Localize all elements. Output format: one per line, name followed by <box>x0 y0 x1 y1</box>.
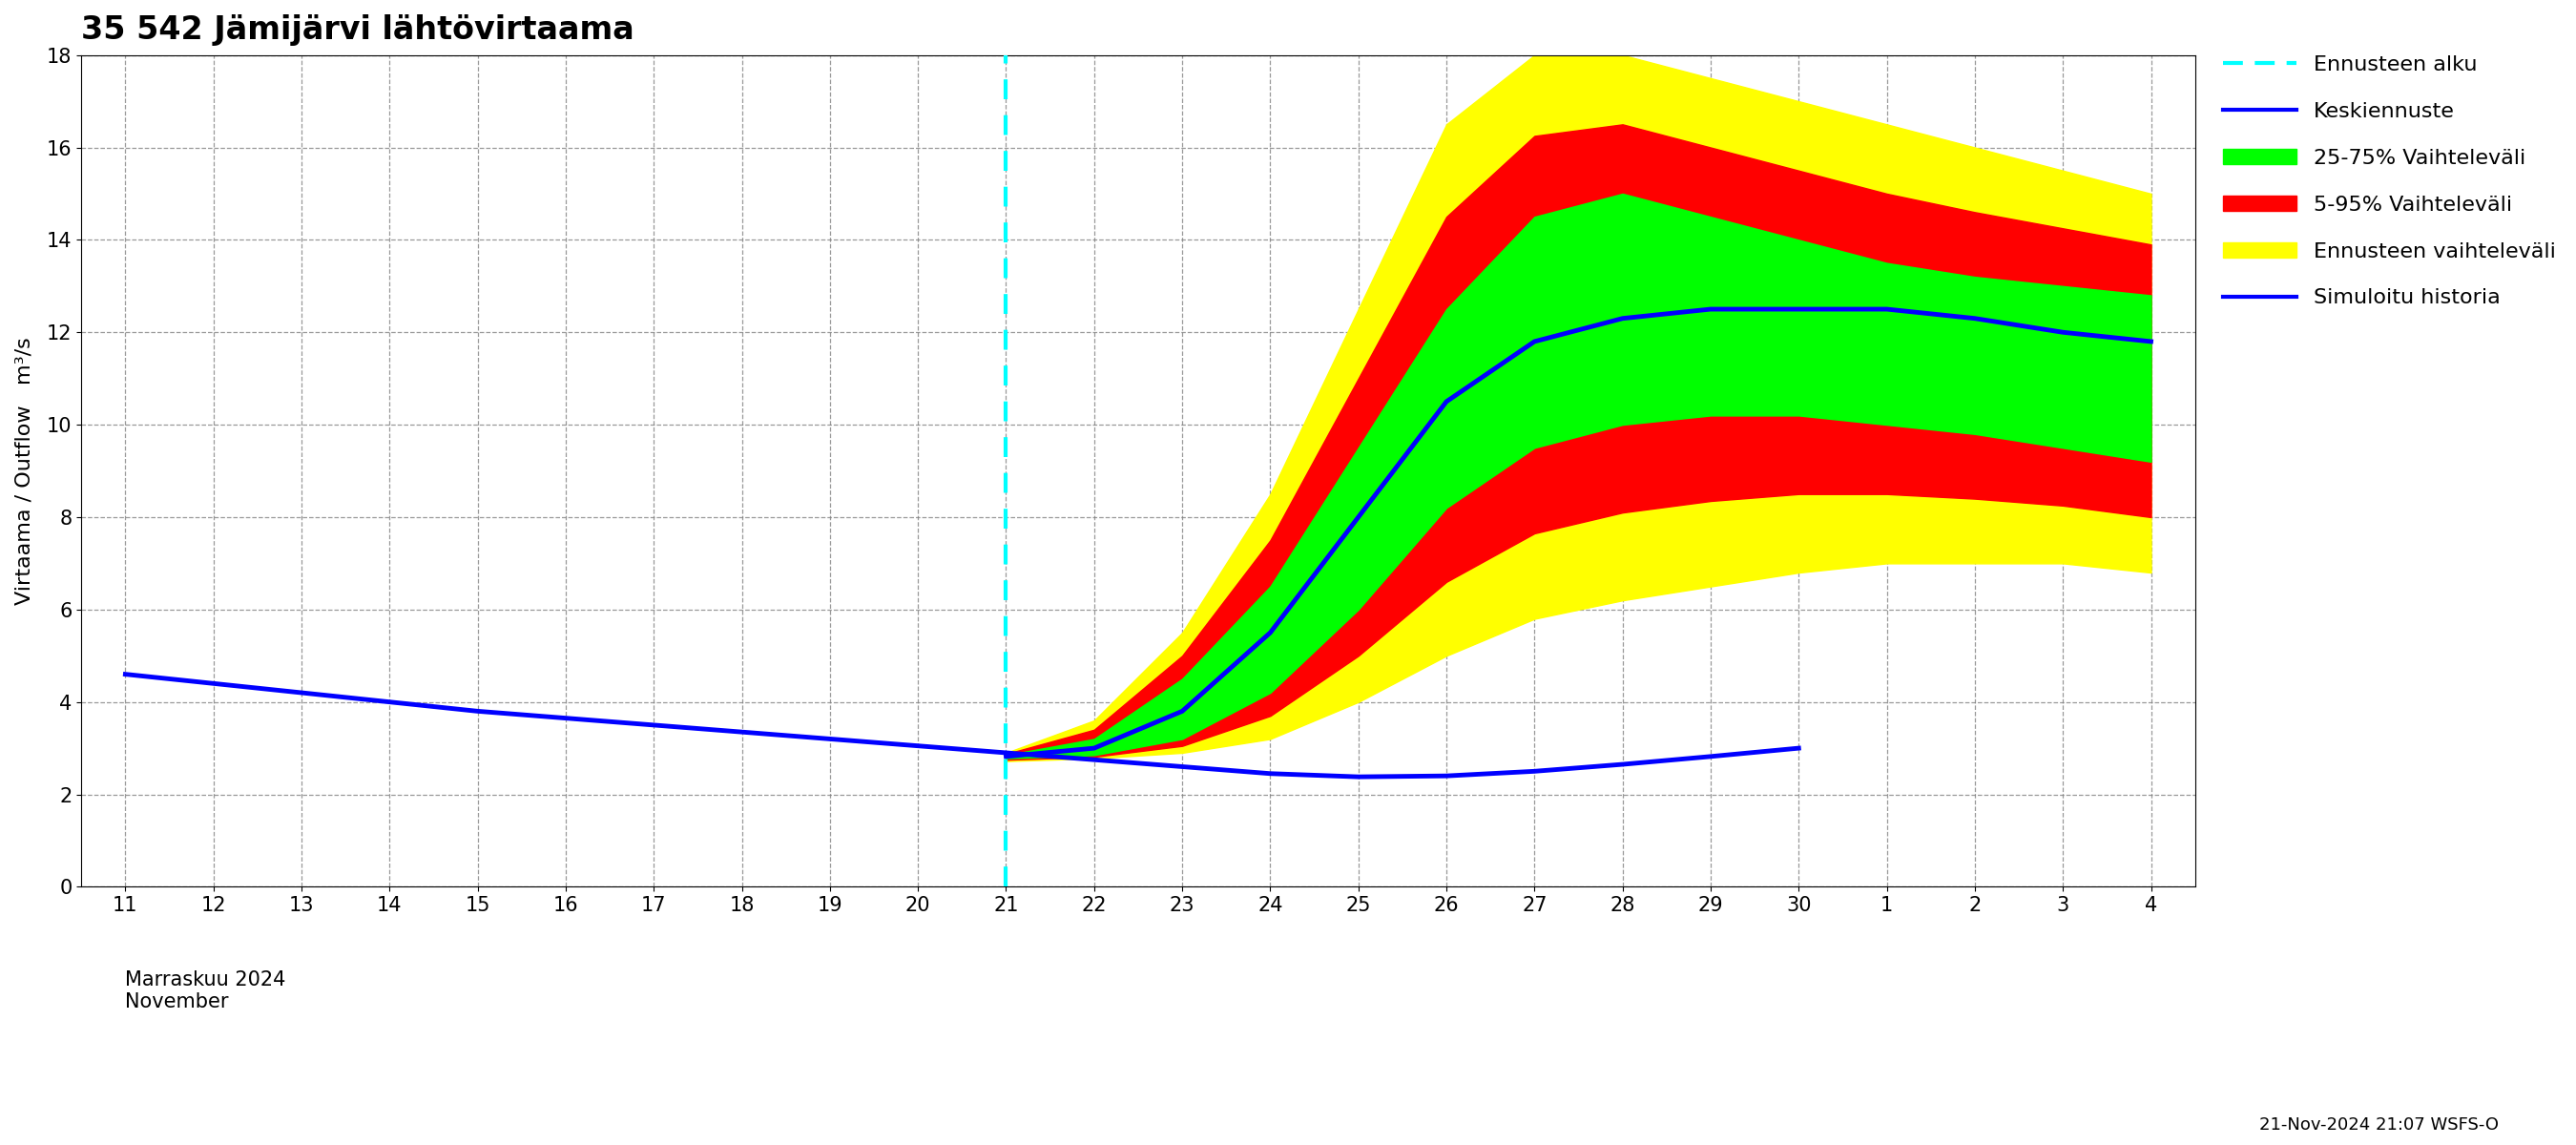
Legend: Ennusteen alku, Keskiennuste, 25-75% Vaihteleväli, 5-95% Vaihteleväli, Ennusteen: Ennusteen alku, Keskiennuste, 25-75% Vai… <box>2215 49 2563 314</box>
Text: Marraskuu 2024
November: Marraskuu 2024 November <box>126 970 286 1011</box>
Y-axis label: Virtaama / Outflow   m³/s: Virtaama / Outflow m³/s <box>15 337 33 605</box>
Text: 21-Nov-2024 21:07 WSFS-O: 21-Nov-2024 21:07 WSFS-O <box>2259 1116 2499 1134</box>
Text: 35 542 Jämijärvi lähtövirtaama: 35 542 Jämijärvi lähtövirtaama <box>82 14 634 46</box>
